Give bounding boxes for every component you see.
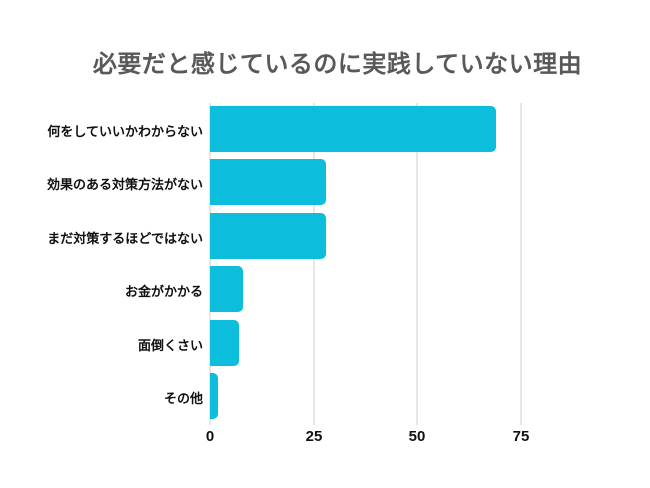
category-label-3: お金がかかる: [124, 284, 203, 299]
x-tick-label-0: 0: [205, 428, 215, 445]
category-label-1: 効果のある対策方法がない: [46, 177, 203, 192]
x-tick-label-75: 75: [512, 428, 530, 445]
category-label-4: 面倒くさい: [137, 338, 203, 353]
gridline-x-75: [520, 103, 523, 425]
bar-0: [210, 106, 496, 152]
bar-4: [210, 320, 239, 366]
plot-area: [209, 103, 596, 425]
bar-1: [210, 159, 326, 205]
category-label-5: その他: [163, 391, 203, 406]
x-tick-label-50: 50: [408, 428, 426, 445]
gridline-x-25: [312, 103, 315, 425]
chart-title: 必要だと感じているのに実践していない理由: [92, 51, 583, 78]
bar-3: [210, 266, 243, 312]
gridline-x-0: [209, 103, 211, 425]
category-label-2: まだ対策するほどではない: [47, 231, 203, 246]
bar-5: [210, 373, 218, 419]
category-label-0: 何をしていいかわからない: [47, 124, 203, 139]
bar-2: [210, 213, 326, 259]
x-tick-label-25: 25: [305, 428, 323, 445]
gridline-x-50: [416, 103, 419, 425]
